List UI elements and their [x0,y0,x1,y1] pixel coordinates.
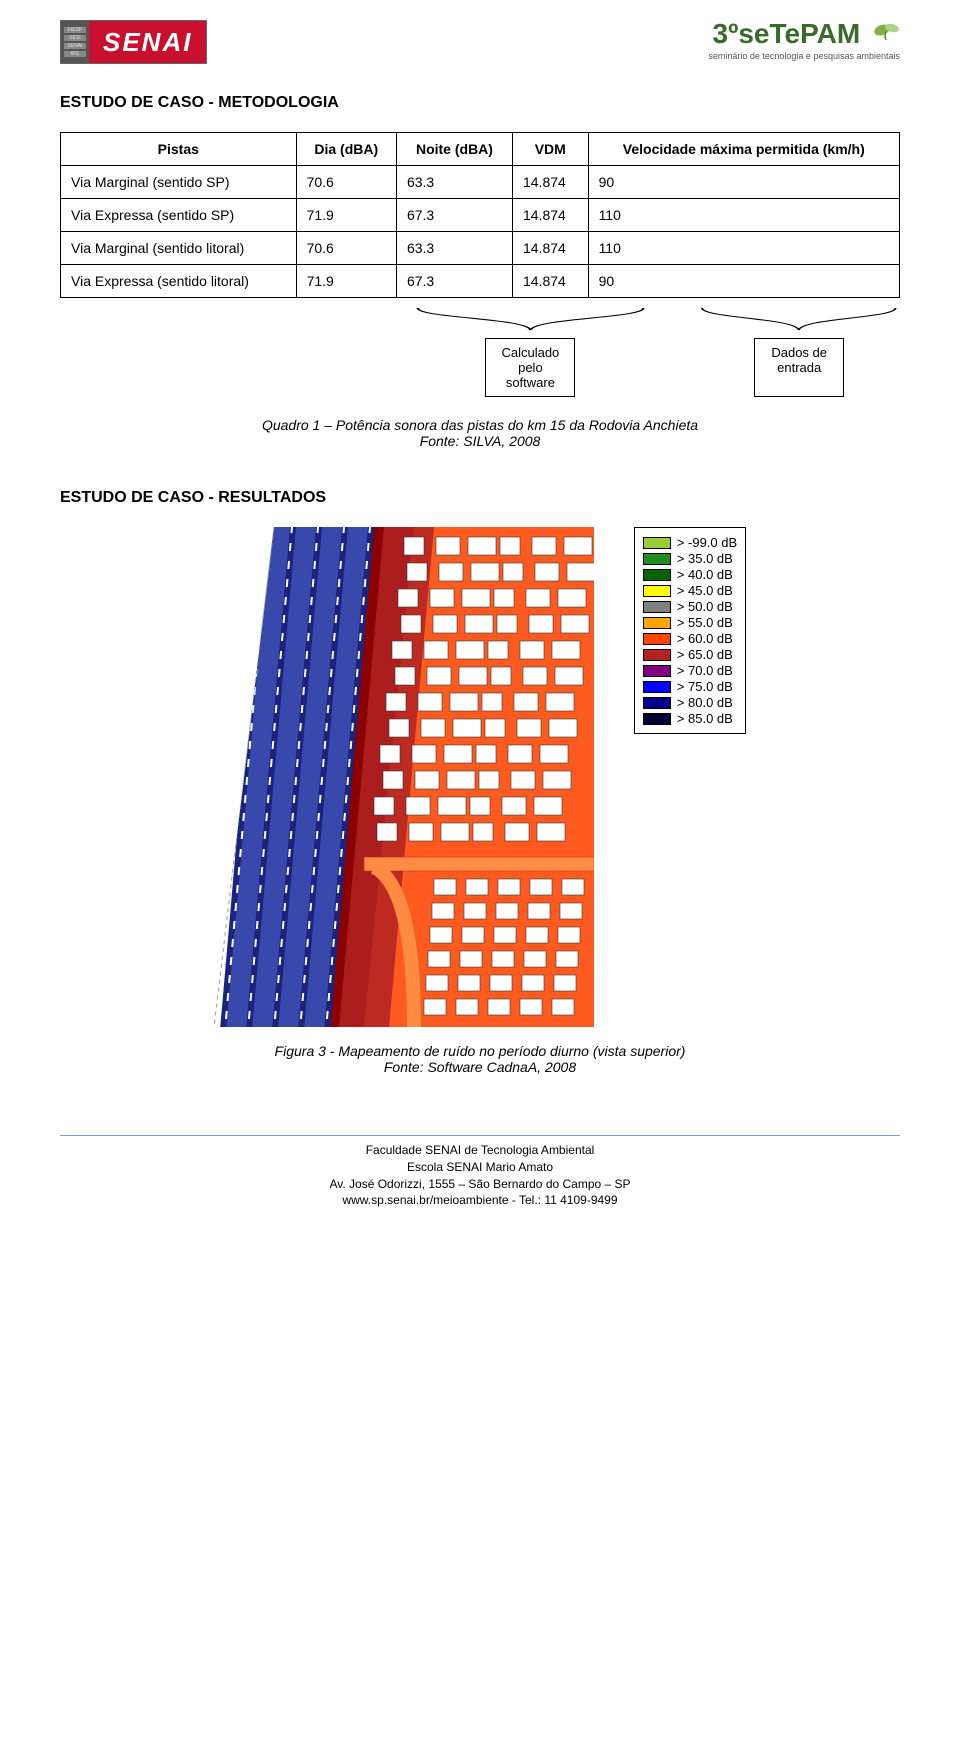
table-cell: 63.3 [396,166,512,199]
legend-swatch [643,569,671,581]
legend-label: > 80.0 dB [677,695,733,710]
legend-row: > 55.0 dB [643,615,737,630]
table-cell: 71.9 [296,199,396,232]
legend-row: > 35.0 dB [643,551,737,566]
legend-swatch [643,633,671,645]
legend-label: > 50.0 dB [677,599,733,614]
section2-title: ESTUDO DE CASO - RESULTADOS [60,489,900,507]
table-cell: Via Expressa (sentido litoral) [61,265,297,298]
legend-swatch [643,665,671,677]
legend-label: > 40.0 dB [677,567,733,582]
data-table: Pistas Dia (dBA) Noite (dBA) VDM Velocid… [60,132,900,298]
table-cell: 90 [588,265,899,298]
caption2-line1: Figura 3 - Mapeamento de ruído no períod… [60,1043,900,1059]
legend-swatch [643,537,671,549]
section1-title: ESTUDO DE CASO - METODOLOGIA [60,94,900,112]
table-cell: 67.3 [396,265,512,298]
table-cell: 14.874 [512,232,588,265]
caption1: Quadro 1 – Potência sonora das pistas do… [60,417,900,449]
th-dia: Dia (dBA) [296,133,396,166]
footer-line2: Escola SENAI Mario Amato [60,1159,900,1176]
setepam-logo: 3ºseTePAM seminário de tecnologia e pesq… [708,20,900,61]
table-cell: 14.874 [512,199,588,232]
legend-row: > 40.0 dB [643,567,737,582]
th-noite: Noite (dBA) [396,133,512,166]
legend-swatch [643,713,671,725]
header-logos: FIESP SESI SENAI IRS SENAI 3ºseTePAM sem… [60,20,900,64]
senai-text: SENAI [89,21,206,63]
legend-row: > 75.0 dB [643,679,737,694]
table-cell: 14.874 [512,265,588,298]
legend-label: > 70.0 dB [677,663,733,678]
bracket-row [60,306,900,334]
footer: Faculdade SENAI de Tecnologia Ambiental … [60,1135,900,1209]
legend-row: > 80.0 dB [643,695,737,710]
legend-row: > 85.0 dB [643,711,737,726]
legend-row: > 65.0 dB [643,647,737,662]
table-cell: 70.6 [296,232,396,265]
legend-swatch [643,681,671,693]
th-pistas: Pistas [61,133,297,166]
legend-label: > 35.0 dB [677,551,733,566]
senai-side-3: IRS [64,51,86,57]
legend-swatch [643,585,671,597]
legend-row: > -99.0 dB [643,535,737,550]
table-cell: 67.3 [396,199,512,232]
table-cell: 110 [588,199,899,232]
legend-row: > 60.0 dB [643,631,737,646]
table-row: Via Marginal (sentido litoral)70.663.314… [61,232,900,265]
bracket-labels: Calculado pelo software Dados de entrada [60,338,900,397]
legend-label: > 60.0 dB [677,631,733,646]
legend-swatch [643,601,671,613]
setepam-sub: seminário de tecnologia e pesquisas ambi… [708,51,900,61]
caption1-line2: Fonte: SILVA, 2008 [60,433,900,449]
legend-label: > 85.0 dB [677,711,733,726]
legend-row: > 50.0 dB [643,599,737,614]
senai-logo: FIESP SESI SENAI IRS SENAI [60,20,207,64]
table-row: Via Expressa (sentido litoral)71.967.314… [61,265,900,298]
bracket-label-left: Calculado pelo software [485,338,575,397]
legend: > -99.0 dB> 35.0 dB> 40.0 dB> 45.0 dB> 5… [634,527,746,734]
senai-side-0: FIESP [64,27,86,33]
legend-row: > 45.0 dB [643,583,737,598]
legend-swatch [643,697,671,709]
noise-map [214,527,594,1027]
table-cell: 90 [588,166,899,199]
leaf-icon [872,20,900,49]
legend-label: > 75.0 dB [677,679,733,694]
th-vdm: VDM [512,133,588,166]
th-vel: Velocidade máxima permitida (km/h) [588,133,899,166]
table-cell: 14.874 [512,166,588,199]
legend-label: > 65.0 dB [677,647,733,662]
footer-line1: Faculdade SENAI de Tecnologia Ambiental [60,1142,900,1159]
legend-swatch [643,553,671,565]
table-cell: Via Expressa (sentido SP) [61,199,297,232]
table-cell: Via Marginal (sentido SP) [61,166,297,199]
caption1-line1: Quadro 1 – Potência sonora das pistas do… [60,417,900,433]
senai-side-2: SENAI [64,43,86,49]
table-row: Via Expressa (sentido SP)71.967.314.8741… [61,199,900,232]
table-cell: 110 [588,232,899,265]
caption2-line2: Fonte: Software CadnaA, 2008 [60,1059,900,1075]
noise-map-wrap: > -99.0 dB> 35.0 dB> 40.0 dB> 45.0 dB> 5… [60,527,900,1027]
legend-row: > 70.0 dB [643,663,737,678]
footer-line4: www.sp.senai.br/meioambiente - Tel.: 11 … [60,1192,900,1209]
legend-swatch [643,649,671,661]
footer-line3: Av. José Odorizzi, 1555 – São Bernardo d… [60,1176,900,1193]
table-cell: 70.6 [296,166,396,199]
legend-swatch [643,617,671,629]
setepam-main: 3ºseTePAM [713,18,861,49]
table-row: Via Marginal (sentido SP)70.663.314.8749… [61,166,900,199]
table-cell: 71.9 [296,265,396,298]
legend-label: > 45.0 dB [677,583,733,598]
legend-label: > -99.0 dB [677,535,737,550]
bracket-label-right: Dados de entrada [754,338,844,397]
table-cell: 63.3 [396,232,512,265]
table-cell: Via Marginal (sentido litoral) [61,232,297,265]
legend-label: > 55.0 dB [677,615,733,630]
senai-side-1: SESI [64,35,86,41]
